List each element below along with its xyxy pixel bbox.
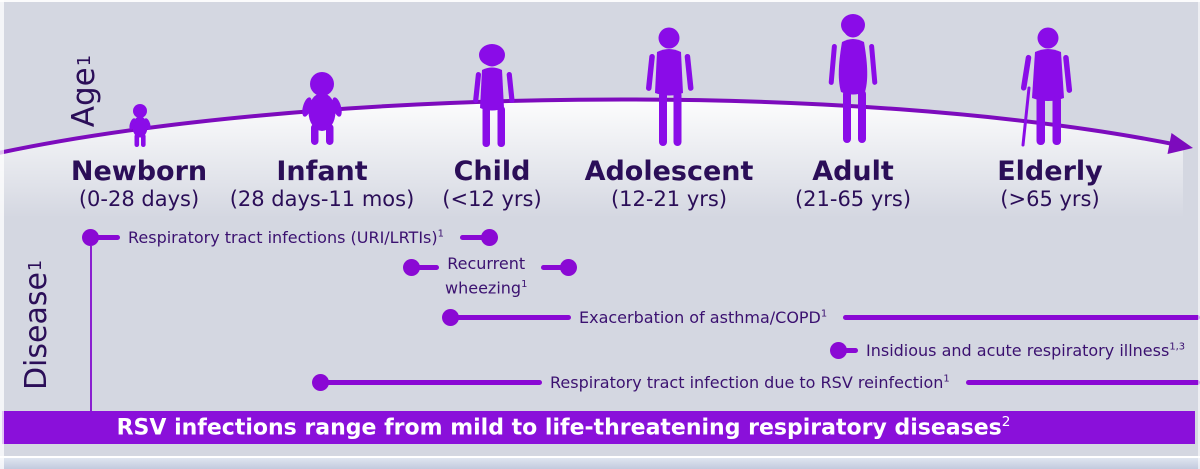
timeline-label: Exacerbation of asthma/COPD1 xyxy=(579,307,828,327)
age-group-name: Adolescent xyxy=(584,156,754,187)
age-group-name: Elderly xyxy=(997,156,1103,187)
timeline-line xyxy=(459,234,484,240)
timeline-dot xyxy=(82,228,99,246)
child-silhouette xyxy=(473,44,515,147)
age-group-range: (0-28 days) xyxy=(78,187,200,211)
timeline-label: Insidious and acute respiratory illness1… xyxy=(866,340,1186,360)
timeline-dot xyxy=(830,341,847,359)
timeline-line xyxy=(96,234,120,240)
age-group-adult: Adult (21-65 yrs) xyxy=(733,156,973,212)
age-group-range: (28 days-11 mos) xyxy=(229,187,415,211)
age-group-name: Adult xyxy=(812,156,894,187)
age-group-range: (21-65 yrs) xyxy=(794,187,912,211)
arrow-head-icon xyxy=(1167,133,1193,154)
elderly-silhouette xyxy=(1020,27,1073,147)
timeline-dot xyxy=(442,308,459,326)
adult-silhouette xyxy=(828,14,878,143)
arc-underglow xyxy=(0,99,1183,218)
age-group-range: (<12 yrs) xyxy=(442,187,542,211)
frame-right xyxy=(1198,0,1200,469)
age-group-range: (>65 yrs) xyxy=(1000,187,1100,211)
rsv-banner: RSV infections range from mild to life-t… xyxy=(2,411,1195,444)
timeline-line xyxy=(326,379,542,385)
timeline-line xyxy=(843,314,1200,320)
timeline-line xyxy=(541,265,564,270)
frame-left xyxy=(0,0,4,469)
rsv-banner-text: RSV infections range from mild to life-t… xyxy=(116,414,1011,441)
age-group-range: (12-21 yrs) xyxy=(610,187,728,211)
timeline-dot xyxy=(560,259,578,276)
timeline-label: Respiratory tract infection due to RSV r… xyxy=(550,372,950,392)
newborn-silhouette xyxy=(129,104,151,147)
timeline-banner-connector xyxy=(90,246,92,412)
adolescent-silhouette xyxy=(646,27,694,146)
age-group-name: Child xyxy=(453,156,531,187)
timeline-dot xyxy=(403,259,420,276)
timeline-row-insidious-acute: Insidious and acute respiratory illness1… xyxy=(830,340,1193,360)
age-group-newborn: Newborn (0-28 days) xyxy=(19,156,259,212)
age-group-elderly: Elderly (>65 yrs) xyxy=(930,156,1170,212)
disease-axis-label: Disease 1 xyxy=(18,259,54,391)
age-group-name: Infant xyxy=(276,156,368,187)
timeline-row-recurrent-wheezing: Recurrent wheezing1 xyxy=(403,253,578,299)
frame-top xyxy=(0,0,1200,2)
infant-silhouette xyxy=(302,72,342,145)
timeline-label: Respiratory tract infections (URI/LRTIs)… xyxy=(128,227,444,247)
bottom-strip xyxy=(0,456,1200,469)
age-group-infant: Infant (28 days-11 mos) xyxy=(202,156,442,212)
age-group-adolescent: Adolescent (12-21 yrs) xyxy=(549,156,789,212)
timeline-line xyxy=(844,347,858,353)
timeline-label: Recurrent wheezing1 xyxy=(445,254,528,298)
timeline-row-rsv-reinfection: Respiratory tract infection due to RSV r… xyxy=(312,372,1200,392)
age-group-name: Newborn xyxy=(70,156,208,187)
timeline-line xyxy=(456,314,571,320)
age-group-child: Child (<12 yrs) xyxy=(372,156,612,212)
timeline-row-uri-lrti: Respiratory tract infections (URI/LRTIs)… xyxy=(82,227,498,247)
timeline-line xyxy=(417,265,439,270)
timeline-line xyxy=(965,379,1200,385)
timeline-dot xyxy=(312,373,329,391)
age-axis-label: Age 1 xyxy=(66,54,102,128)
cane-icon xyxy=(1021,86,1031,147)
timeline-row-asthma-copd: Exacerbation of asthma/COPD1 xyxy=(442,307,1200,327)
timeline-dot xyxy=(480,228,498,246)
